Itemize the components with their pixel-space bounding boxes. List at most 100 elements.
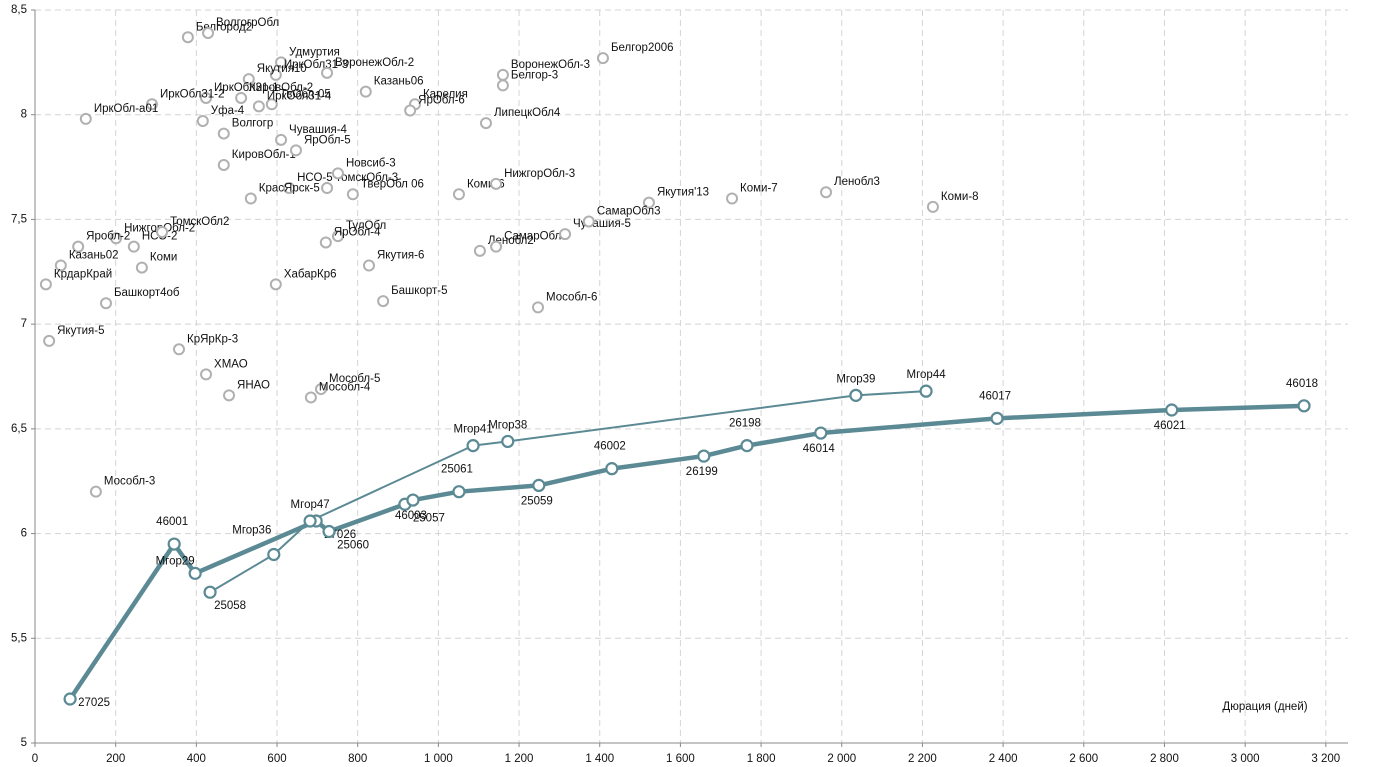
x-tick-label: 0	[32, 753, 38, 765]
point-label: ЯрОбл-5	[304, 134, 351, 146]
y-tick-label: 8	[21, 109, 27, 121]
point	[167, 537, 181, 551]
y-tick-label: 5,5	[11, 632, 27, 644]
x-tick-label: 200	[106, 753, 125, 765]
point	[331, 230, 344, 243]
point	[89, 485, 102, 498]
point	[596, 52, 609, 65]
point-label: ИркОбл31-4	[267, 90, 332, 102]
x-tick-label: 1 600	[666, 753, 695, 765]
point-label: 46018	[1286, 378, 1318, 390]
point-label: Башкорт-5	[391, 285, 447, 297]
point	[490, 177, 503, 190]
point-label: 46021	[1154, 420, 1186, 432]
x-tick-label: 1 200	[505, 753, 534, 765]
point-label: 46014	[803, 443, 836, 455]
point-label: Ленобл3	[834, 176, 880, 188]
x-tick-label: 3 200	[1311, 753, 1340, 765]
point-label: Удмуртия	[289, 46, 340, 58]
point-label: Мгор29	[156, 555, 195, 567]
point	[79, 112, 92, 125]
point-label: 25059	[521, 495, 553, 507]
point-label: Мособл-3	[104, 476, 155, 488]
point	[217, 158, 230, 171]
point	[43, 334, 56, 347]
point-label: ИркОбл-а01	[94, 103, 158, 115]
point-label: Якутия-5	[57, 325, 104, 337]
point-label: Якутия'13	[657, 187, 709, 199]
point	[1297, 399, 1311, 413]
point	[181, 31, 194, 44]
point	[72, 240, 85, 253]
point	[110, 232, 123, 245]
point-label: Мгор39	[836, 373, 875, 385]
point-label: ЛипецкОбл4	[494, 107, 561, 119]
point-label: Казань06	[374, 76, 424, 88]
y-tick-label: 7,5	[11, 213, 27, 225]
point	[642, 196, 655, 209]
point	[127, 240, 140, 253]
point-label: НСО-5	[297, 172, 333, 184]
point-label: 25057	[413, 512, 445, 524]
point	[926, 200, 939, 213]
point	[479, 117, 492, 130]
point-label: ЯрОбл-4	[334, 226, 381, 238]
point	[39, 278, 52, 291]
x-tick-label: 800	[348, 753, 367, 765]
point	[990, 411, 1004, 425]
x-axis-title: Дюрация (дней)	[1222, 701, 1307, 713]
point-label: ВоронежОбл-3	[511, 59, 590, 71]
point	[203, 585, 217, 599]
point	[269, 68, 282, 81]
x-tick-label: 2 400	[989, 753, 1018, 765]
point-label: Казань02	[69, 250, 119, 262]
point	[99, 297, 112, 310]
point	[919, 384, 933, 398]
point	[202, 27, 215, 40]
point	[501, 434, 515, 449]
point-label: КировОбл-1	[232, 149, 296, 161]
y-tick-label: 5	[21, 737, 27, 749]
point	[532, 301, 545, 314]
point-label: ТвОбл-05	[280, 88, 331, 100]
point-label: Чувашия-5	[573, 218, 631, 230]
point	[820, 186, 833, 199]
point	[697, 449, 711, 463]
point	[304, 391, 317, 404]
point-label: Уфа-4	[211, 105, 245, 117]
point	[156, 225, 169, 238]
point	[726, 192, 739, 205]
point-label: Волгогр	[232, 118, 273, 130]
point	[145, 98, 158, 111]
point	[244, 192, 257, 205]
point-label: Мособл-5	[329, 373, 380, 385]
point-label: КрасЯрск-5	[259, 183, 320, 195]
point	[559, 228, 572, 241]
point	[346, 188, 359, 201]
point-label: Мгор44	[907, 369, 947, 381]
y-tick-label: 8,5	[11, 4, 27, 16]
point-label: СамарОбл3	[597, 206, 661, 218]
point	[63, 692, 77, 706]
point	[54, 259, 67, 272]
x-tick-label: 400	[187, 753, 206, 765]
point-label: ВоронежОбл-2	[335, 57, 414, 69]
point	[188, 566, 202, 580]
point	[223, 389, 236, 402]
point-label: ИркОбл31-2	[160, 88, 224, 100]
point	[331, 167, 344, 180]
point-label: НижгорОбл-3	[504, 168, 575, 180]
x-tick-label: 600	[267, 753, 286, 765]
x-tick-label: 2 600	[1069, 753, 1098, 765]
point	[200, 368, 213, 381]
point	[582, 215, 595, 228]
point-label: Белгор2006	[611, 42, 674, 54]
series-line	[209, 390, 927, 594]
series-line	[68, 403, 1305, 701]
point	[814, 426, 828, 440]
point-label: Мгор36	[232, 525, 271, 537]
point	[321, 182, 334, 195]
point	[319, 236, 332, 249]
point-label: Коми-8	[941, 191, 979, 203]
point	[173, 343, 186, 356]
